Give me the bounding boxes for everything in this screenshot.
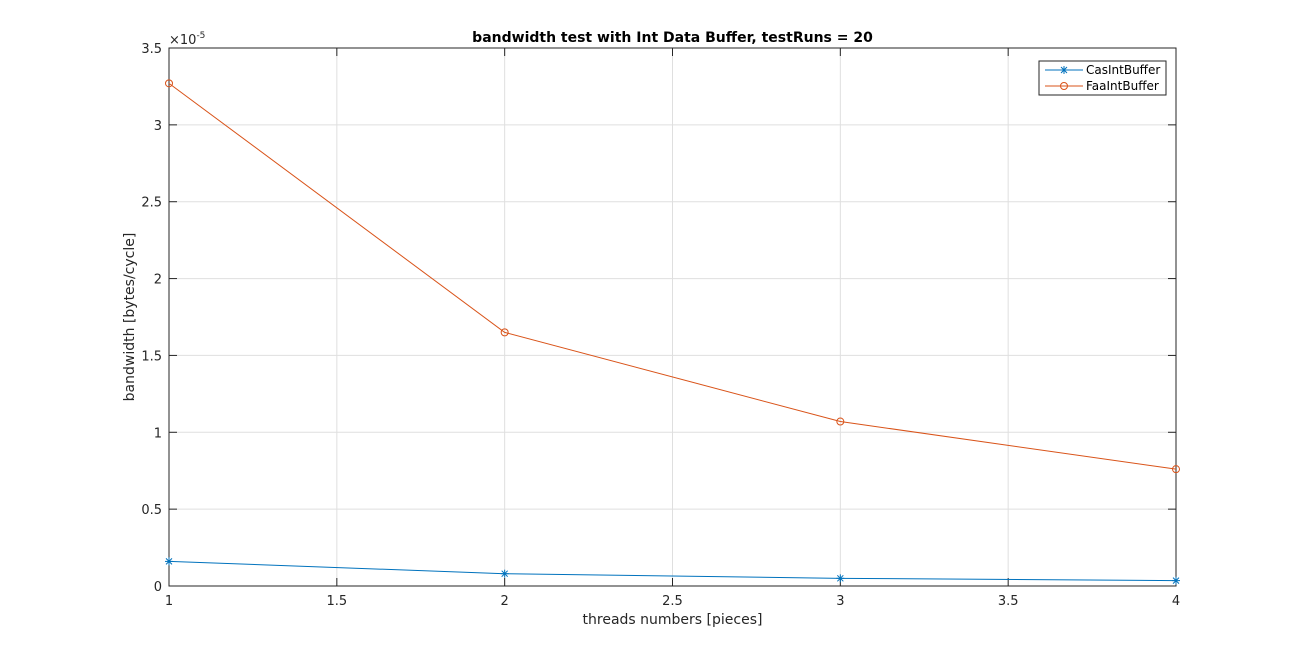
legend-marker-FaaIntBuffer <box>1060 82 1068 90</box>
chart-title: bandwidth test with Int Data Buffer, tes… <box>472 30 873 46</box>
data-point-FaaIntBuffer <box>500 328 509 337</box>
axis-ticks: 1 1.5 2 2.5 3 3.5 4 0 0.5 1 1.5 2 2.5 3 3.5 <box>141 42 1180 609</box>
data-point-CasIntBuffer <box>165 557 173 566</box>
y-tick-label: 1 <box>154 426 162 441</box>
y-exponent-power: -5 <box>196 31 205 41</box>
x-tick-label: 3.5 <box>998 594 1019 609</box>
data-point-FaaIntBuffer <box>1172 465 1180 474</box>
x-tick-label: 3 <box>836 594 844 609</box>
y-axis-label: bandwidth [bytes/cycle] <box>122 233 138 402</box>
legend-marker-CasIntBuffer <box>1060 66 1068 74</box>
y-tick-label: 1.5 <box>141 349 162 364</box>
x-tick-label: 4 <box>1172 594 1180 609</box>
data-point-CasIntBuffer-stroke <box>501 570 509 578</box>
grid-lines <box>168 47 1177 587</box>
legend: CasIntBuffer FaaIntBuffer <box>1038 60 1167 96</box>
x-tick-label: 2 <box>501 594 509 609</box>
legend-marker-CasIntBuffer-stroke <box>1060 66 1068 74</box>
series-layer <box>165 79 1180 585</box>
series-line-FaaIntBuffer <box>168 82 1177 470</box>
x-axis-label: threads numbers [pieces] <box>583 612 763 628</box>
y-tick-label: 2 <box>154 273 162 288</box>
y-tick-label: 3 <box>154 119 162 134</box>
data-point-CasIntBuffer-stroke <box>836 574 844 582</box>
legend-box <box>1038 60 1167 96</box>
y-tick-label: 3.5 <box>141 42 162 57</box>
data-point-CasIntBuffer <box>836 574 845 583</box>
data-point-CasIntBuffer-stroke <box>165 558 173 565</box>
x-tick-label: 1 <box>165 594 173 609</box>
series-line-CasIntBuffer <box>168 560 1177 582</box>
data-point-CasIntBuffer <box>1172 576 1180 585</box>
x-tick-label: 1.5 <box>326 594 347 609</box>
x-tick-label: 2.5 <box>662 594 683 609</box>
data-point-FaaIntBuffer <box>836 417 845 426</box>
y-tick-label: 0 <box>154 580 162 595</box>
data-point-CasIntBuffer-stroke <box>1172 577 1180 584</box>
y-tick-label: 0.5 <box>141 503 162 518</box>
data-point-CasIntBuffer <box>500 569 509 578</box>
y-exponent-base: ×10 <box>169 33 196 48</box>
data-point-FaaIntBuffer <box>165 79 173 88</box>
legend-label: CasIntBuffer <box>1086 63 1160 77</box>
legend-label: FaaIntBuffer <box>1086 79 1159 93</box>
y-tick-label: 2.5 <box>141 196 162 211</box>
y-axis-exponent: ×10-5 <box>169 31 205 48</box>
